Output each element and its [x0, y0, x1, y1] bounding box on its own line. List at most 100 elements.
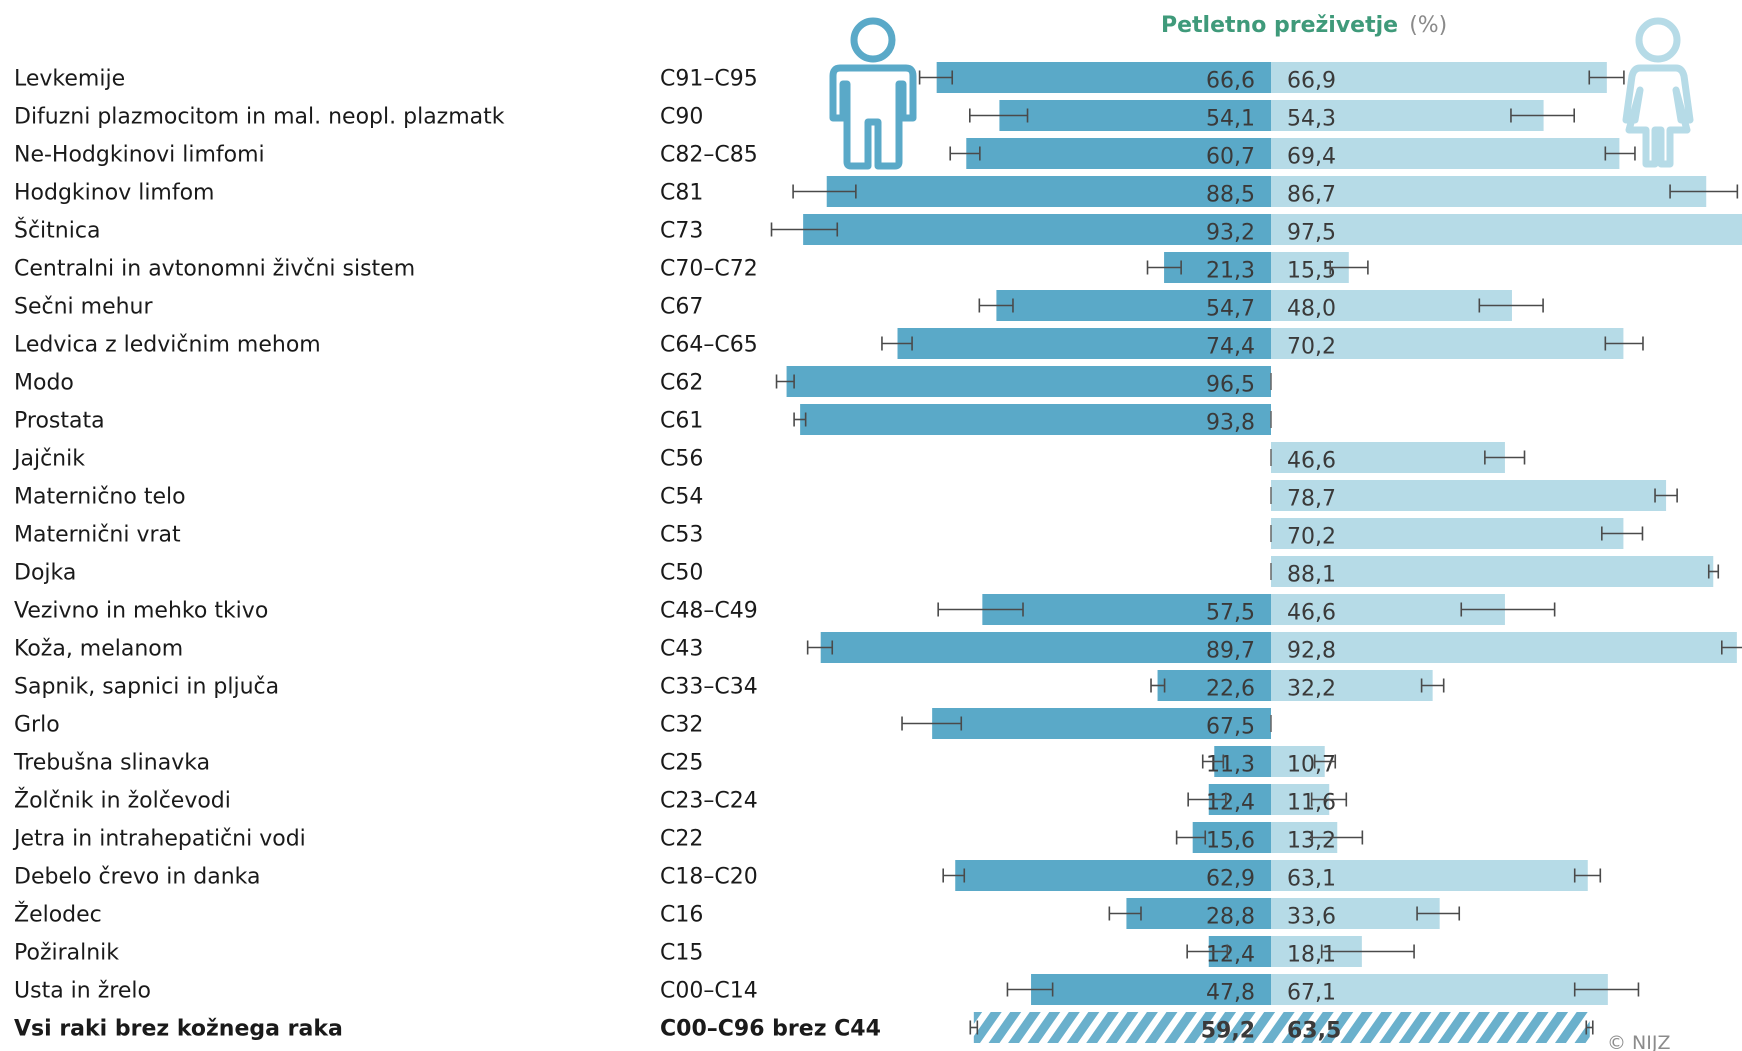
bar-women [1271, 290, 1512, 321]
error-bar-men [949, 146, 981, 161]
value-label-women: 54,3 [1287, 107, 1336, 132]
row-code: C81 [660, 181, 703, 206]
error-bar-men [806, 640, 834, 655]
bar-women [1271, 632, 1737, 663]
error-bar-men [942, 868, 966, 883]
row-label: Vsi raki brez kožnega raka [14, 1017, 343, 1042]
row-code: C82–C85 [660, 143, 758, 168]
row-label: Usta in žrelo [14, 979, 151, 1004]
error-bar-men [969, 1020, 979, 1035]
value-label-men: 57,5 [1206, 601, 1255, 626]
row-label: Grlo [14, 713, 60, 738]
error-bar-men [1187, 792, 1227, 807]
chart-row: Ledvica z ledvičnim mehom C64–C65 74,4 70,2 [14, 328, 1644, 360]
row-code: C48–C49 [660, 599, 758, 624]
error-bar-men [1175, 830, 1207, 845]
row-label: Debelo črevo in danka [14, 865, 260, 890]
chart-row: Žolčnik in žolčevodi C23–C24 12,4 11,6 [14, 784, 1348, 816]
value-label-women: 15,5 [1287, 259, 1336, 284]
bar-women [1271, 518, 1624, 549]
row-label: Maternični vrat [14, 523, 181, 548]
error-bar-men [1108, 906, 1142, 921]
row-code: C53 [660, 523, 703, 548]
row-label: Sapnik, sapnici in pljuča [14, 675, 279, 700]
value-label-women: 88,1 [1287, 563, 1336, 588]
error-bar-women [1320, 944, 1415, 959]
error-bar-men [918, 70, 954, 85]
chart-row: Sapnik, sapnici in pljuča C33–C34 22,6 32,2 [14, 670, 1445, 702]
error-bar-women [1669, 184, 1739, 199]
row-label: Vezivno in mehko tkivo [14, 599, 268, 624]
bar-women [1271, 176, 1707, 207]
bar-women [1271, 214, 1742, 245]
chart-row: Dojka C50 88,1 [14, 556, 1720, 588]
error-bar-men [978, 298, 1014, 313]
value-label-women: 46,6 [1287, 449, 1336, 474]
row-code: C62 [660, 371, 703, 396]
value-label-women: 63,1 [1287, 867, 1336, 892]
value-label-men: 74,4 [1206, 335, 1255, 360]
bar-women [1271, 898, 1440, 929]
value-label-men: 54,7 [1206, 297, 1255, 322]
row-code: C16 [660, 903, 703, 928]
bar-women [1271, 100, 1544, 131]
row-code: C32 [660, 713, 703, 738]
chart-row: Ščitnica C73 93,2 97,5 [14, 214, 1742, 246]
value-label-men: 11,3 [1206, 753, 1255, 778]
chart-row: Vsi raki brez kožnega raka C00–C96 brez C… [14, 1012, 1594, 1044]
chart-title-main: Petletno preživetje [1161, 13, 1398, 38]
error-bar-women [1654, 488, 1678, 503]
error-bar-men [770, 222, 839, 237]
chart-row: Želodec C16 28,8 33,6 [14, 898, 1461, 930]
value-label-women: 46,6 [1287, 601, 1336, 626]
chart-rows: Levkemije C91–C95 66,6 66,9 Difuzni plazmoci… [12, 62, 1742, 1044]
chart-row: Difuzni plazmocitom in mal. neopl. plazm… [14, 100, 1576, 132]
chart-row: Ne-Hodgkinovi limfomi C82–C85 60,7 69,4 [14, 138, 1636, 170]
bar-men [973, 1012, 1271, 1043]
value-label-women: 97,5 [1287, 221, 1336, 246]
error-bar-women [1420, 678, 1445, 693]
row-code: C43 [660, 637, 703, 662]
chart-row: Vezivno in mehko tkivo C48–C49 57,5 46,6 [14, 594, 1556, 626]
row-label: Levkemije [14, 67, 125, 92]
error-bar-women [1478, 298, 1544, 313]
error-bar-men [968, 108, 1029, 123]
row-label: Hodgkinov limfom [14, 181, 215, 206]
error-bar-men [792, 184, 857, 199]
value-label-women: 66,9 [1287, 69, 1336, 94]
error-bar-women [1329, 260, 1369, 275]
row-code: C00–C96 brez C44 [660, 1017, 881, 1042]
chart-row: Debelo črevo in danka C18–C20 62,9 63,1 [14, 860, 1602, 892]
chart-row: Maternični vrat C53 70,2 [14, 518, 1644, 550]
bar-men [897, 328, 1271, 359]
value-label-men: 60,7 [1206, 145, 1255, 170]
value-label-men: 28,8 [1206, 905, 1255, 930]
error-bar-women [1707, 564, 1720, 579]
row-label: Ne-Hodgkinovi limfomi [14, 143, 265, 168]
row-label: Ledvica z ledvičnim mehom [14, 333, 321, 358]
row-code: C15 [660, 941, 703, 966]
row-code: C23–C24 [660, 789, 758, 814]
error-bar-men [1146, 260, 1182, 275]
bar-women [1271, 974, 1608, 1005]
value-label-men: 93,8 [1206, 411, 1255, 436]
error-bar-men [1186, 944, 1229, 959]
value-label-men: 59,2 [1201, 1019, 1255, 1044]
bar-women [1271, 480, 1667, 511]
chart-row: Grlo C32 67,5 [14, 708, 1272, 740]
value-label-women: 67,1 [1287, 981, 1336, 1006]
value-label-women: 10,7 [1287, 753, 1336, 778]
error-bar-women [1604, 336, 1644, 351]
chart-row: Centralni in avtonomni živčni sistem C70–… [14, 252, 1369, 284]
chart-row: Sečni mehur C67 54,7 48,0 [14, 290, 1544, 322]
error-bar-women [1588, 70, 1625, 85]
value-label-men: 93,2 [1206, 221, 1255, 246]
row-code: C56 [660, 447, 703, 472]
row-code: C00–C14 [660, 979, 758, 1004]
value-label-men: 54,1 [1206, 107, 1255, 132]
chart-title: Petletno preživetje (%) [1161, 13, 1447, 38]
copyright-text: © NIJZ [1607, 1032, 1670, 1051]
row-label: Žolčnik in žolčevodi [14, 788, 231, 814]
error-bar-women [1460, 602, 1556, 617]
error-bar-women [1573, 868, 1602, 883]
